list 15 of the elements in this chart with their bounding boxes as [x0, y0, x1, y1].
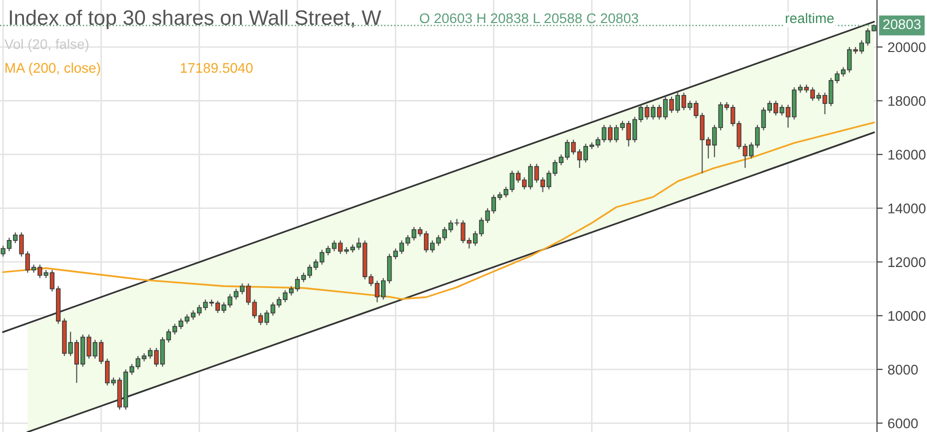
y-tick-label: 6000	[888, 418, 918, 428]
y-tick-label: 16000	[888, 150, 926, 160]
annotation: O 20603 H 20838 L 20588 C 20803	[420, 13, 638, 24]
y-tick-label: 18000	[888, 96, 926, 106]
y-tick-label: 14000	[888, 204, 926, 214]
y-tick-label: 8000	[888, 364, 918, 375]
text: MA (200, close)	[6, 62, 100, 76]
annotation: realtime	[786, 12, 834, 24]
line-series	[2, 122, 875, 300]
ref-line-label: 20803	[883, 19, 921, 30]
y-tick-label: 10000	[888, 311, 926, 321]
y-tick-label: 12000	[888, 257, 926, 268]
annotation: 17189.5040	[180, 63, 253, 73]
chart-title: Index of top 30 shares on Wall Street, W	[10, 10, 382, 30]
y-tick-label: 20000	[888, 42, 926, 52]
